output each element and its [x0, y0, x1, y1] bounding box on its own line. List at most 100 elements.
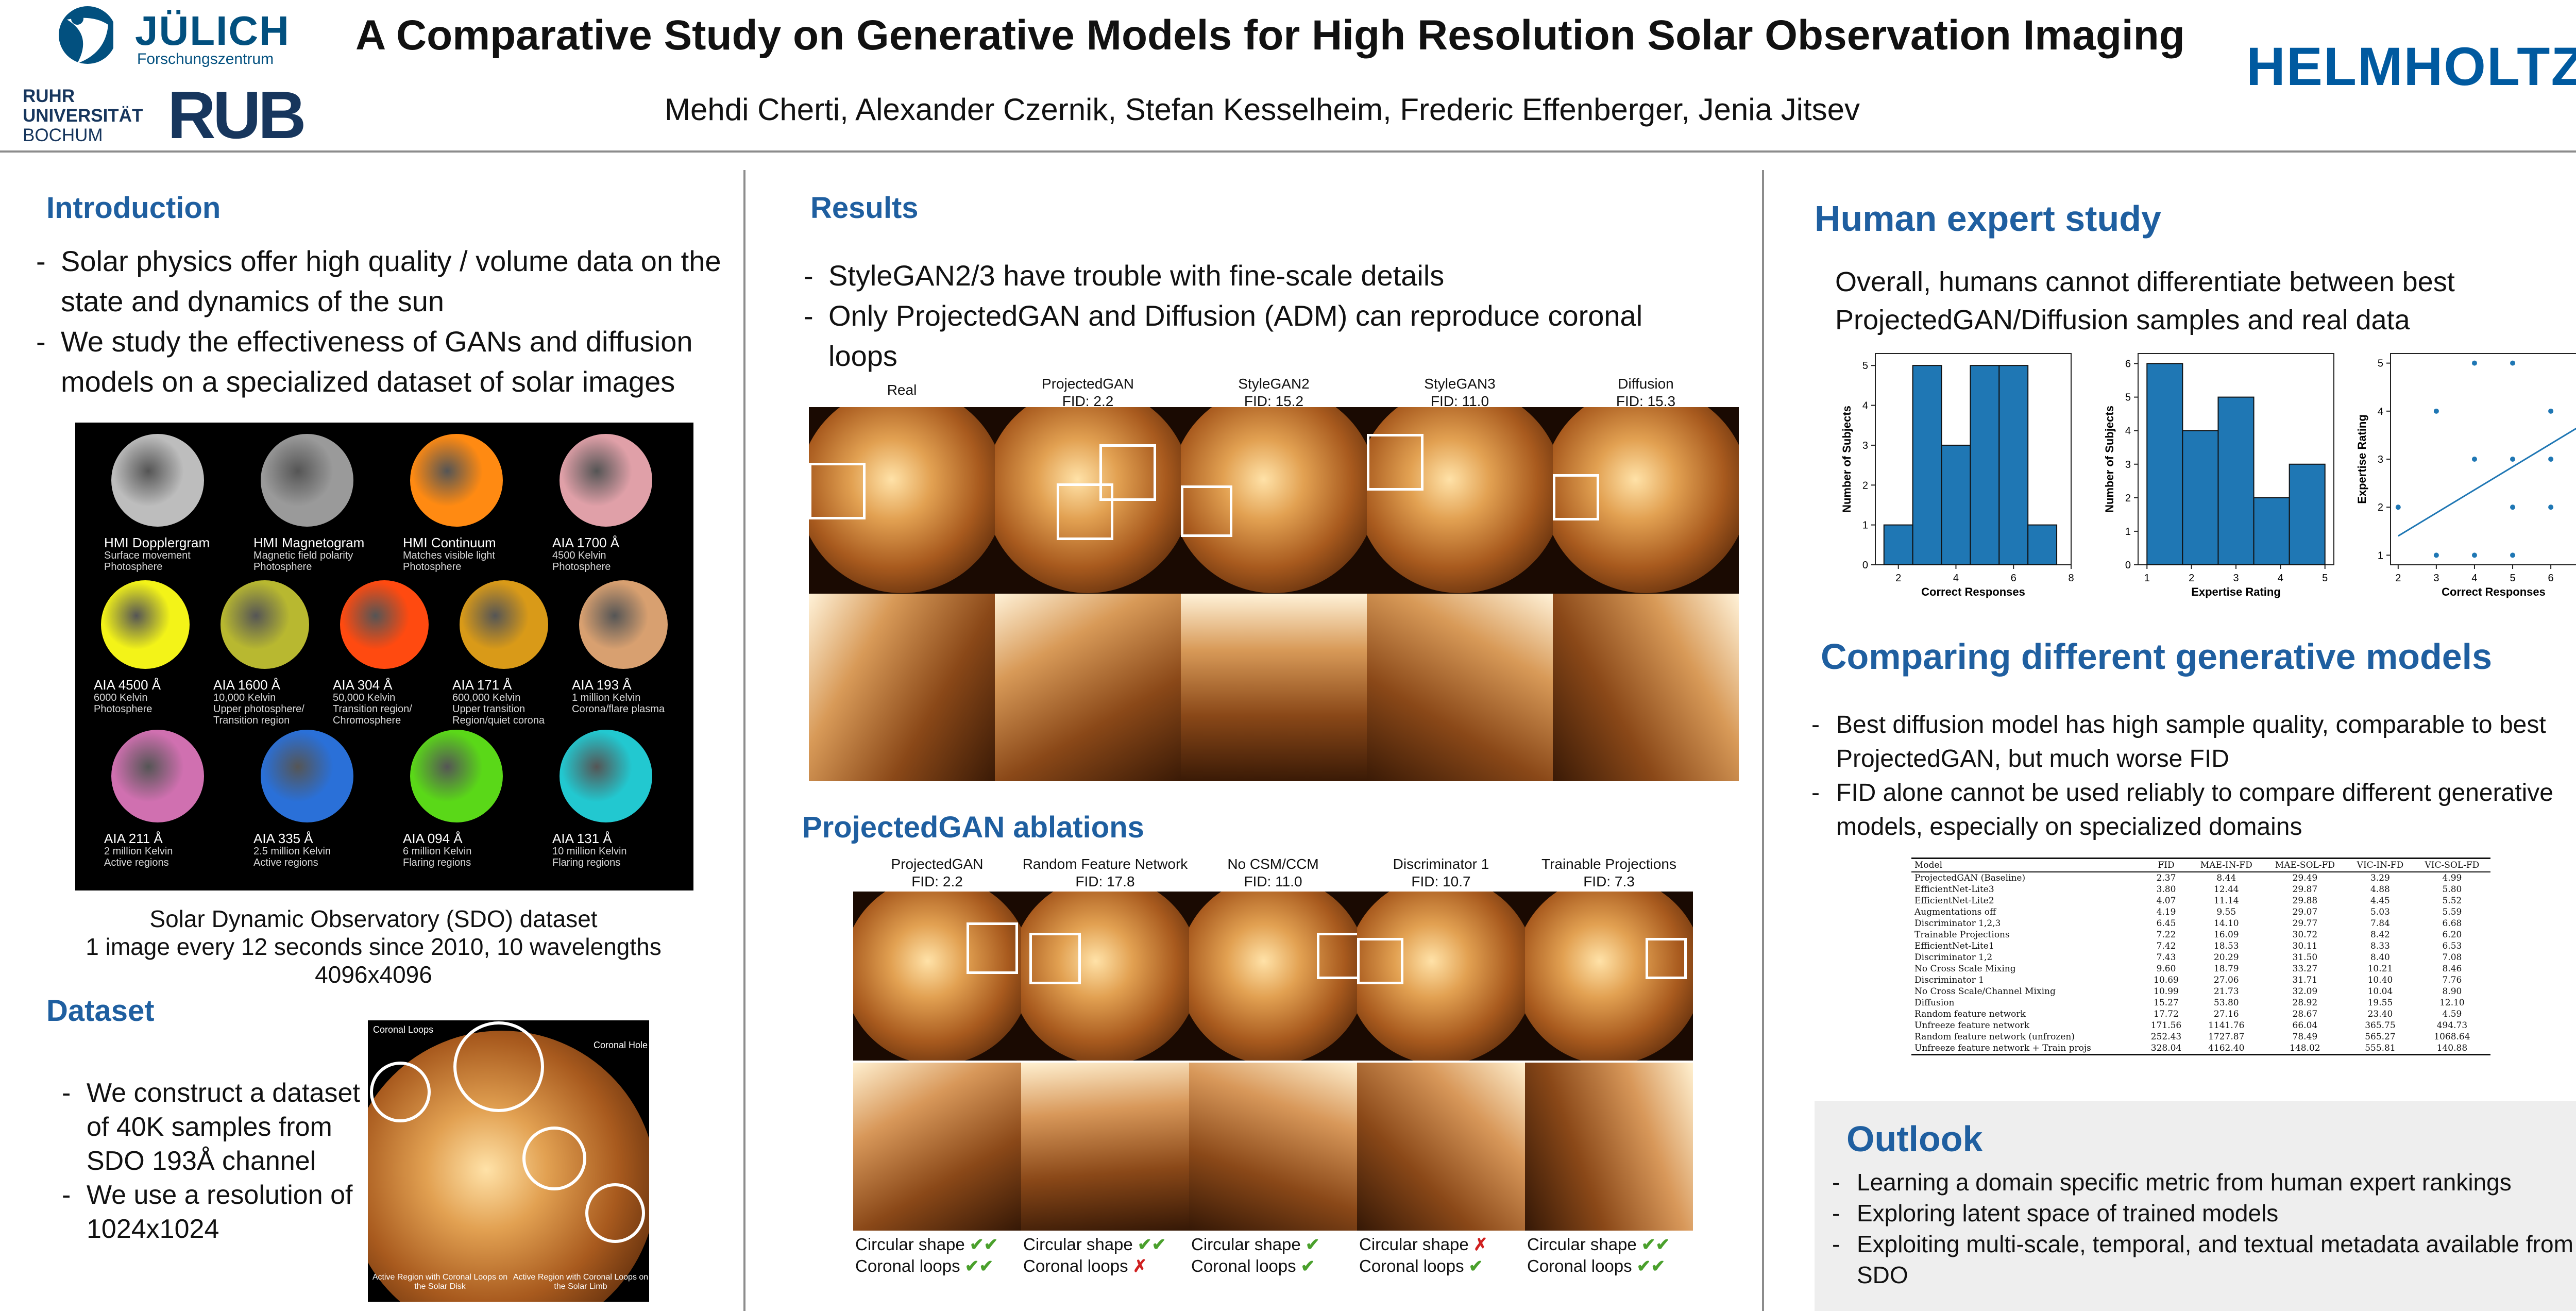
sdo-sun-tile — [261, 730, 353, 822]
y-tick-label: 5 — [1862, 360, 1868, 372]
table-header-cell: VIC-IN-FD — [2347, 859, 2414, 872]
table-cell: 33.27 — [2292, 964, 2318, 974]
zoom-region-box — [1553, 474, 1599, 520]
ruhr-uni-logo-text: RUHR UNIVERSITÄT BOCHUM — [23, 87, 143, 145]
rub-logo: RUB — [167, 77, 307, 153]
x-tick-label: 5 — [2510, 573, 2515, 584]
check-icon: ✔ — [1300, 1256, 1315, 1275]
table-cell: 19.55 — [2367, 998, 2393, 1008]
circular-shape-label: Circular shape — [1023, 1235, 1133, 1254]
sdo-tile-temp: Matches visible light — [403, 550, 495, 561]
results-zoom-crop — [1181, 594, 1367, 781]
sdo-caption-line: Solar Dynamic Observatory (SDO) dataset — [149, 905, 598, 932]
ablation-fid: FID: 7.3 — [1583, 873, 1635, 889]
sdo-tile-name: AIA 171 Å — [452, 677, 512, 693]
sdo-tile-temp: 2 million Kelvin — [104, 846, 173, 857]
x-tick-label: 2 — [1895, 573, 1901, 584]
y-tick-label: 3 — [2125, 459, 2131, 470]
table-cell: 29.77 — [2292, 918, 2318, 929]
sdo-tile-layer: Active regions — [104, 857, 169, 868]
y-tick-label: 4 — [2378, 406, 2383, 417]
sdo-tile-layer: Upper transition Region/quiet corona — [452, 703, 545, 726]
table-cell: 7.84 — [2370, 918, 2390, 929]
ablation-column-caption: No CSM/CCM FID: 11.0 — [1189, 855, 1357, 890]
ablation-name: ProjectedGAN — [891, 856, 984, 872]
sdo-tile-name: AIA 211 Å — [104, 831, 163, 846]
table-cell: 10.99 — [2154, 986, 2179, 997]
table-cell: 555.81 — [2365, 1043, 2396, 1053]
table-row: Random feature network (unfrozen) 252.43 1… — [1911, 1031, 2490, 1043]
coronal-loops-row: Coronal loops ✔ — [1359, 1255, 1527, 1277]
table-cell: 8.46 — [2442, 964, 2462, 974]
ablation-quality-marks: Circular shape ✔✔ Coronal loops ✔✔ — [1527, 1234, 1695, 1277]
annotation-active-region-disk: Active Region with Coronal Loops on the … — [372, 1273, 508, 1291]
histogram-bar — [2289, 463, 2326, 565]
table-cell: 29.87 — [2292, 884, 2318, 895]
table-row: Trainable Projections 7.22 16.09 30.72 8.42 6… — [1911, 929, 2490, 940]
sdo-tile-name: AIA 1600 Å — [213, 677, 281, 693]
table-cell: 23.40 — [2367, 1009, 2393, 1019]
sun-disk — [1021, 892, 1189, 1061]
results-zoom-crop — [1367, 594, 1553, 781]
sdo-tile-name: AIA 304 Å — [333, 677, 393, 693]
sdo-tile-layer: Active regions — [253, 857, 318, 868]
sdo-tile-temp: 6 million Kelvin — [403, 846, 472, 857]
ablation-fid: FID: 10.7 — [1411, 873, 1471, 889]
intro-bullet: Solar physics offer high quality / volum… — [36, 241, 721, 322]
poster-authors: Mehdi Cherti, Alexander Czernik, Stefan … — [665, 92, 1860, 127]
results-model-name: ProjectedGAN — [1042, 376, 1134, 392]
table-row: Discriminator 1,2 7.43 20.29 31.50 8.40 7.08 — [1911, 952, 2490, 963]
coronal-loops-label: Coronal loops — [1191, 1256, 1296, 1275]
table-cell: 4162.40 — [2208, 1043, 2245, 1053]
ablations-figure: ProjectedGAN FID: 2.2 Circular shape ✔✔ Cor… — [853, 855, 1694, 1293]
table-cell: Discriminator 1 — [1914, 975, 1984, 985]
table-cell: 9.55 — [2216, 907, 2236, 917]
table-cell: 31.50 — [2292, 952, 2318, 963]
sdo-tile-layer: Transition region/ Chromosphere — [333, 703, 412, 726]
sdo-tile-temp: 10,000 Kelvin — [213, 692, 276, 703]
comparing-heading: Comparing different generative models — [1821, 636, 2493, 677]
sdo-sun-tile — [261, 434, 353, 527]
ablation-sample-image — [1525, 892, 1693, 1061]
ablation-column-caption: Random Feature Network FID: 17.8 — [1021, 855, 1189, 890]
circular-shape-label: Circular shape — [1359, 1235, 1469, 1254]
table-cell: 4.59 — [2442, 1009, 2462, 1019]
circular-shape-label: Circular shape — [855, 1235, 965, 1254]
sdo-tile-layer: Flaring regions — [403, 857, 471, 868]
x-tick-label: 6 — [2548, 573, 2554, 584]
table-cell: 29.88 — [2292, 896, 2318, 906]
table-cell: 5.52 — [2442, 896, 2462, 906]
circular-shape-row: Circular shape ✔ — [1191, 1234, 1359, 1255]
check-icon: ✔✔ — [1137, 1235, 1166, 1254]
table-header-row: Model FID MAE-IN-FD MAE-SOL-FD VIC-IN-FD VIC-… — [1911, 859, 2490, 872]
table-cell: Unfreeze feature network — [1914, 1020, 2030, 1031]
table-cell: 7.43 — [2156, 952, 2176, 963]
table-row: Random feature network 17.72 27.16 28.67 23.… — [1911, 1009, 2490, 1020]
intro-heading: Introduction — [46, 191, 221, 225]
table-cell: 3.80 — [2156, 884, 2176, 895]
ablation-sample-image — [1021, 892, 1189, 1061]
sdo-tile-temp: 6000 Kelvin — [94, 692, 148, 703]
sun-disk — [1189, 892, 1357, 1061]
x-tick-label: 4 — [2278, 573, 2283, 584]
trend-line — [2398, 427, 2576, 537]
sdo-tile-temp: 600,000 Kelvin — [452, 692, 521, 703]
sdo-tile-name: AIA 131 Å — [552, 831, 612, 846]
table-cell: 7.42 — [2156, 941, 2176, 951]
sdo-tile-label: AIA 171 Å 600,000 Kelvin Upper transition … — [452, 677, 571, 726]
table-cell: 1068.64 — [2434, 1032, 2470, 1042]
ablation-fid: FID: 11.0 — [1244, 873, 1302, 889]
zoom-region-box — [1057, 483, 1113, 540]
julich-logo — [57, 4, 294, 76]
table-cell: 28.92 — [2292, 998, 2318, 1008]
table-row: No Cross Scale/Channel Mixing 10.99 21.73 3… — [1911, 986, 2490, 997]
table-row: Discriminator 1,2,3 6.45 14.10 29.77 7.84 6.6… — [1911, 918, 2490, 929]
y-tick-label: 5 — [2378, 358, 2383, 369]
table-cell: 10.40 — [2367, 975, 2393, 985]
table-cell: 4.88 — [2370, 884, 2390, 895]
julich-logo-text: JÜLICH — [135, 8, 290, 54]
sdo-tile-layer: Photosphere — [104, 561, 163, 573]
sun-disk — [1357, 892, 1525, 1061]
